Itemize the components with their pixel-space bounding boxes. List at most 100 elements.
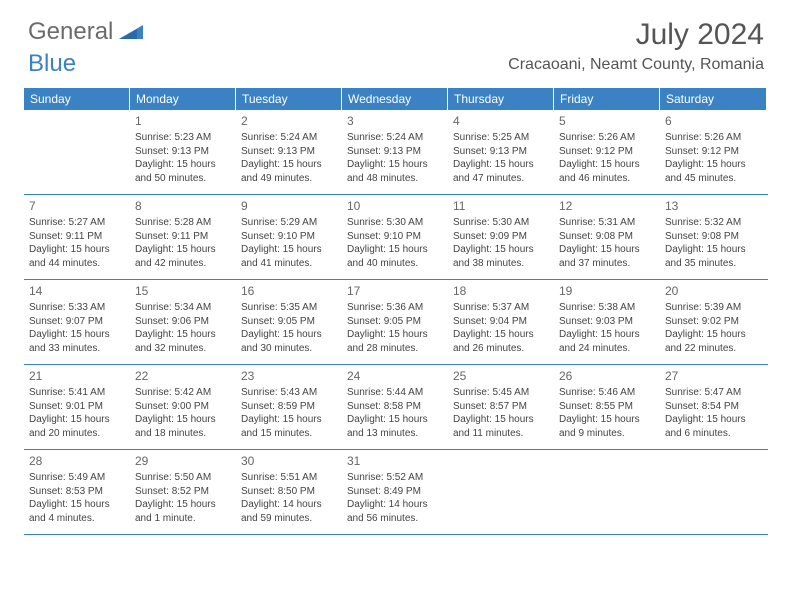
- sunset-text: Sunset: 9:10 PM: [241, 230, 337, 244]
- day-number: 11: [453, 198, 549, 214]
- sunset-text: Sunset: 9:10 PM: [347, 230, 443, 244]
- sunrise-text: Sunrise: 5:38 AM: [559, 301, 655, 315]
- daylight2-text: and 9 minutes.: [559, 427, 655, 441]
- daylight2-text: and 11 minutes.: [453, 427, 549, 441]
- day-cell: 11Sunrise: 5:30 AMSunset: 9:09 PMDayligh…: [448, 195, 554, 279]
- day-header: Wednesday: [342, 88, 448, 110]
- day-cell: 12Sunrise: 5:31 AMSunset: 9:08 PMDayligh…: [554, 195, 660, 279]
- day-cell: 28Sunrise: 5:49 AMSunset: 8:53 PMDayligh…: [24, 450, 130, 534]
- daylight1-text: Daylight: 15 hours: [453, 158, 549, 172]
- daylight1-text: Daylight: 15 hours: [559, 158, 655, 172]
- day-cell: 7Sunrise: 5:27 AMSunset: 9:11 PMDaylight…: [24, 195, 130, 279]
- day-cell: 31Sunrise: 5:52 AMSunset: 8:49 PMDayligh…: [342, 450, 448, 534]
- sunrise-text: Sunrise: 5:47 AM: [665, 386, 761, 400]
- day-cell: 4Sunrise: 5:25 AMSunset: 9:13 PMDaylight…: [448, 110, 554, 194]
- sunrise-text: Sunrise: 5:31 AM: [559, 216, 655, 230]
- sunset-text: Sunset: 9:13 PM: [135, 145, 231, 159]
- day-number: 15: [135, 283, 231, 299]
- day-number: 14: [29, 283, 125, 299]
- sunset-text: Sunset: 9:01 PM: [29, 400, 125, 414]
- sunrise-text: Sunrise: 5:34 AM: [135, 301, 231, 315]
- sunset-text: Sunset: 8:54 PM: [665, 400, 761, 414]
- day-number: 19: [559, 283, 655, 299]
- daylight2-text: and 4 minutes.: [29, 512, 125, 526]
- daylight2-text: and 1 minute.: [135, 512, 231, 526]
- daylight1-text: Daylight: 14 hours: [241, 498, 337, 512]
- daylight1-text: Daylight: 15 hours: [453, 413, 549, 427]
- day-cell: 3Sunrise: 5:24 AMSunset: 9:13 PMDaylight…: [342, 110, 448, 194]
- title-block: July 2024 Cracaoani, Neamt County, Roman…: [508, 18, 764, 74]
- sunset-text: Sunset: 9:08 PM: [665, 230, 761, 244]
- sunrise-text: Sunrise: 5:36 AM: [347, 301, 443, 315]
- week-row: 14Sunrise: 5:33 AMSunset: 9:07 PMDayligh…: [24, 280, 768, 365]
- day-header: Monday: [130, 88, 236, 110]
- sunset-text: Sunset: 9:09 PM: [453, 230, 549, 244]
- daylight1-text: Daylight: 15 hours: [135, 328, 231, 342]
- day-number: 23: [241, 368, 337, 384]
- sunset-text: Sunset: 8:53 PM: [29, 485, 125, 499]
- sunrise-text: Sunrise: 5:46 AM: [559, 386, 655, 400]
- day-cell: [24, 110, 130, 194]
- logo-triangle-icon: [119, 18, 143, 46]
- daylight2-text: and 45 minutes.: [665, 172, 761, 186]
- day-number: 10: [347, 198, 443, 214]
- sunrise-text: Sunrise: 5:37 AM: [453, 301, 549, 315]
- sunset-text: Sunset: 8:52 PM: [135, 485, 231, 499]
- daylight1-text: Daylight: 15 hours: [29, 498, 125, 512]
- day-number: 12: [559, 198, 655, 214]
- daylight2-text: and 46 minutes.: [559, 172, 655, 186]
- daylight1-text: Daylight: 15 hours: [135, 158, 231, 172]
- sunset-text: Sunset: 9:13 PM: [453, 145, 549, 159]
- day-number: 28: [29, 453, 125, 469]
- sunrise-text: Sunrise: 5:43 AM: [241, 386, 337, 400]
- day-cell: 27Sunrise: 5:47 AMSunset: 8:54 PMDayligh…: [660, 365, 766, 449]
- day-cell: 25Sunrise: 5:45 AMSunset: 8:57 PMDayligh…: [448, 365, 554, 449]
- calendar: Sunday Monday Tuesday Wednesday Thursday…: [24, 88, 768, 535]
- daylight1-text: Daylight: 15 hours: [135, 243, 231, 257]
- day-number: 30: [241, 453, 337, 469]
- sunrise-text: Sunrise: 5:27 AM: [29, 216, 125, 230]
- sunset-text: Sunset: 9:06 PM: [135, 315, 231, 329]
- daylight2-text: and 26 minutes.: [453, 342, 549, 356]
- day-cell: 10Sunrise: 5:30 AMSunset: 9:10 PMDayligh…: [342, 195, 448, 279]
- sunrise-text: Sunrise: 5:39 AM: [665, 301, 761, 315]
- day-cell: 13Sunrise: 5:32 AMSunset: 9:08 PMDayligh…: [660, 195, 766, 279]
- daylight1-text: Daylight: 15 hours: [347, 328, 443, 342]
- daylight1-text: Daylight: 15 hours: [241, 328, 337, 342]
- daylight1-text: Daylight: 15 hours: [665, 243, 761, 257]
- sunset-text: Sunset: 9:12 PM: [559, 145, 655, 159]
- day-cell: [554, 450, 660, 534]
- day-number: 31: [347, 453, 443, 469]
- daylight2-text: and 42 minutes.: [135, 257, 231, 271]
- sunset-text: Sunset: 9:00 PM: [135, 400, 231, 414]
- day-number: 25: [453, 368, 549, 384]
- sunset-text: Sunset: 9:02 PM: [665, 315, 761, 329]
- day-number: 22: [135, 368, 231, 384]
- day-number: 8: [135, 198, 231, 214]
- sunset-text: Sunset: 8:59 PM: [241, 400, 337, 414]
- day-cell: 6Sunrise: 5:26 AMSunset: 9:12 PMDaylight…: [660, 110, 766, 194]
- day-cell: 1Sunrise: 5:23 AMSunset: 9:13 PMDaylight…: [130, 110, 236, 194]
- daylight2-text: and 28 minutes.: [347, 342, 443, 356]
- daylight2-text: and 24 minutes.: [559, 342, 655, 356]
- sunset-text: Sunset: 9:13 PM: [347, 145, 443, 159]
- daylight1-text: Daylight: 15 hours: [29, 243, 125, 257]
- day-cell: 23Sunrise: 5:43 AMSunset: 8:59 PMDayligh…: [236, 365, 342, 449]
- daylight1-text: Daylight: 15 hours: [135, 413, 231, 427]
- day-header: Thursday: [448, 88, 554, 110]
- sunset-text: Sunset: 9:05 PM: [241, 315, 337, 329]
- week-row: 21Sunrise: 5:41 AMSunset: 9:01 PMDayligh…: [24, 365, 768, 450]
- sunrise-text: Sunrise: 5:24 AM: [241, 131, 337, 145]
- day-cell: 18Sunrise: 5:37 AMSunset: 9:04 PMDayligh…: [448, 280, 554, 364]
- week-row: 7Sunrise: 5:27 AMSunset: 9:11 PMDaylight…: [24, 195, 768, 280]
- sunset-text: Sunset: 9:11 PM: [135, 230, 231, 244]
- daylight2-text: and 59 minutes.: [241, 512, 337, 526]
- daylight2-text: and 13 minutes.: [347, 427, 443, 441]
- daylight1-text: Daylight: 15 hours: [665, 158, 761, 172]
- sunrise-text: Sunrise: 5:25 AM: [453, 131, 549, 145]
- daylight2-text: and 49 minutes.: [241, 172, 337, 186]
- day-cell: 9Sunrise: 5:29 AMSunset: 9:10 PMDaylight…: [236, 195, 342, 279]
- day-header: Tuesday: [236, 88, 342, 110]
- daylight2-text: and 32 minutes.: [135, 342, 231, 356]
- day-cell: 20Sunrise: 5:39 AMSunset: 9:02 PMDayligh…: [660, 280, 766, 364]
